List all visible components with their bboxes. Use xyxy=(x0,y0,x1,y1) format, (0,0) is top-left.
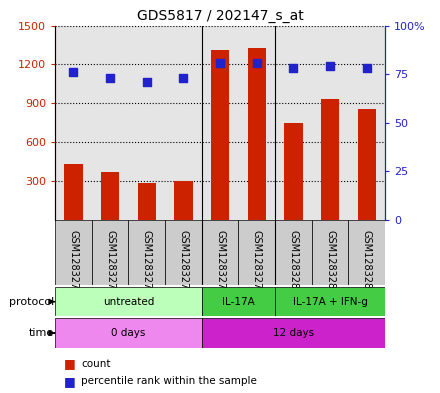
Bar xyxy=(275,26,312,220)
Text: 12 days: 12 days xyxy=(273,328,314,338)
Bar xyxy=(211,50,229,220)
Bar xyxy=(128,26,165,220)
Text: IL-17A: IL-17A xyxy=(222,297,255,307)
Bar xyxy=(174,181,193,220)
Bar xyxy=(275,220,312,285)
Bar xyxy=(275,287,385,316)
Text: GSM1283277: GSM1283277 xyxy=(178,230,188,295)
Point xyxy=(253,59,260,66)
Bar xyxy=(138,183,156,220)
Text: GSM1283275: GSM1283275 xyxy=(105,230,115,295)
Text: time: time xyxy=(29,328,54,338)
Bar xyxy=(202,287,275,316)
Bar xyxy=(202,26,238,220)
Text: GSM1283279: GSM1283279 xyxy=(252,230,262,295)
Bar xyxy=(312,26,348,220)
Bar xyxy=(348,220,385,285)
Text: GSM1283281: GSM1283281 xyxy=(325,230,335,295)
Bar xyxy=(202,318,385,348)
Bar xyxy=(55,26,92,220)
Bar xyxy=(165,220,202,285)
Point xyxy=(216,59,224,66)
Bar xyxy=(358,108,376,220)
Point xyxy=(106,75,114,81)
Text: GSM1283280: GSM1283280 xyxy=(288,230,298,295)
Text: ■: ■ xyxy=(64,375,76,388)
Text: IL-17A + IFN-g: IL-17A + IFN-g xyxy=(293,297,367,307)
Point xyxy=(363,65,370,72)
Bar xyxy=(248,48,266,220)
Text: GSM1283274: GSM1283274 xyxy=(68,230,78,295)
Text: ■: ■ xyxy=(64,357,76,370)
Bar xyxy=(202,220,238,285)
Text: GSM1283276: GSM1283276 xyxy=(142,230,152,295)
Bar xyxy=(312,220,348,285)
Title: GDS5817 / 202147_s_at: GDS5817 / 202147_s_at xyxy=(137,9,303,23)
Bar xyxy=(321,99,339,220)
Text: untreated: untreated xyxy=(103,297,154,307)
Point xyxy=(290,65,297,72)
Bar xyxy=(101,172,119,220)
Text: percentile rank within the sample: percentile rank within the sample xyxy=(81,376,257,386)
Bar xyxy=(92,220,128,285)
Point xyxy=(180,75,187,81)
Bar xyxy=(128,220,165,285)
Bar xyxy=(92,26,128,220)
Bar xyxy=(55,287,202,316)
Bar xyxy=(64,164,83,220)
Bar xyxy=(284,123,303,220)
Bar xyxy=(348,26,385,220)
Bar xyxy=(55,220,92,285)
Text: 0 days: 0 days xyxy=(111,328,146,338)
Bar xyxy=(238,220,275,285)
Text: GSM1283278: GSM1283278 xyxy=(215,230,225,295)
Text: count: count xyxy=(81,358,111,369)
Text: GSM1283282: GSM1283282 xyxy=(362,230,372,295)
Bar xyxy=(238,26,275,220)
Point xyxy=(143,79,150,85)
Bar xyxy=(165,26,202,220)
Text: protocol: protocol xyxy=(9,297,54,307)
Point xyxy=(326,63,334,70)
Bar xyxy=(55,318,202,348)
Point xyxy=(70,69,77,75)
